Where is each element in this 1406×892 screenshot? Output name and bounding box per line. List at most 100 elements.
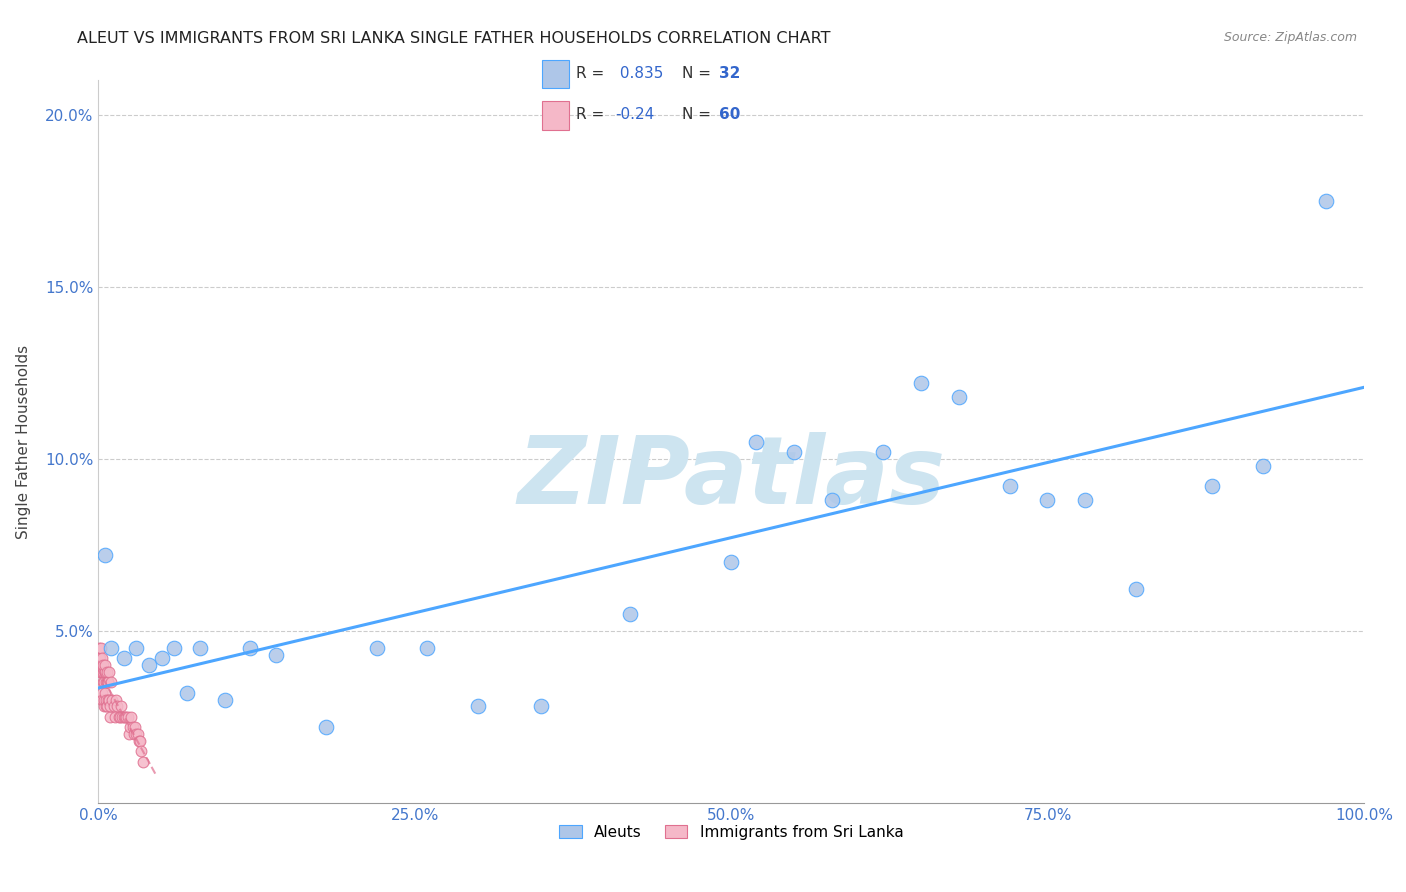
Point <box>315 720 337 734</box>
Point <box>416 640 439 655</box>
Point <box>97 692 120 706</box>
Point <box>96 699 118 714</box>
Point <box>745 434 768 449</box>
Text: R =: R = <box>576 107 609 122</box>
Text: Source: ZipAtlas.com: Source: ZipAtlas.com <box>1223 31 1357 45</box>
Point <box>90 686 112 700</box>
Point <box>214 692 236 706</box>
Point <box>998 479 1021 493</box>
Point <box>104 710 127 724</box>
Point <box>91 675 114 690</box>
Point <box>96 692 118 706</box>
Point <box>115 710 138 724</box>
Point <box>1036 493 1059 508</box>
Point <box>89 640 111 655</box>
Point <box>94 675 117 690</box>
Point <box>93 692 115 706</box>
Point <box>89 651 111 665</box>
Point <box>90 665 112 679</box>
Y-axis label: Single Father Households: Single Father Households <box>17 344 31 539</box>
Point <box>100 699 122 714</box>
Point <box>530 699 553 714</box>
Point <box>91 665 114 679</box>
Point <box>110 699 132 714</box>
Text: 32: 32 <box>718 66 740 80</box>
Point <box>96 665 118 679</box>
Text: 0.835: 0.835 <box>616 66 664 80</box>
Point <box>105 692 128 706</box>
Text: 60: 60 <box>718 107 740 122</box>
Point <box>93 548 117 562</box>
Point <box>87 651 110 665</box>
Point <box>138 658 160 673</box>
Point <box>1251 458 1274 473</box>
Point <box>124 720 146 734</box>
Point <box>720 555 742 569</box>
Point <box>103 699 125 714</box>
Point <box>93 665 117 679</box>
Point <box>93 675 115 690</box>
Text: N =: N = <box>682 107 716 122</box>
Text: -0.24: -0.24 <box>616 107 655 122</box>
Text: ALEUT VS IMMIGRANTS FROM SRI LANKA SINGLE FATHER HOUSEHOLDS CORRELATION CHART: ALEUT VS IMMIGRANTS FROM SRI LANKA SINGL… <box>77 31 831 46</box>
Point <box>108 710 131 724</box>
Point <box>98 692 121 706</box>
Point <box>112 710 135 724</box>
Point <box>89 665 111 679</box>
Point <box>1201 479 1223 493</box>
Point <box>97 665 120 679</box>
Point <box>125 640 148 655</box>
Point <box>188 640 211 655</box>
Point <box>117 710 139 724</box>
Point <box>89 658 111 673</box>
Point <box>872 445 894 459</box>
Point <box>101 692 124 706</box>
Point <box>97 675 120 690</box>
Point <box>96 675 118 690</box>
Point <box>91 665 114 679</box>
Point <box>128 734 150 748</box>
Point <box>111 710 134 724</box>
Point <box>163 640 186 655</box>
Point <box>176 686 198 700</box>
Point <box>93 699 115 714</box>
Point <box>93 658 115 673</box>
Point <box>100 640 122 655</box>
Point <box>910 376 932 390</box>
Text: R =: R = <box>576 66 609 80</box>
Point <box>90 640 112 655</box>
Point <box>90 658 112 673</box>
Point <box>107 710 129 724</box>
Point <box>114 710 136 724</box>
Point <box>821 493 844 508</box>
Point <box>91 692 114 706</box>
Point <box>122 727 145 741</box>
Point <box>783 445 806 459</box>
Point <box>98 710 121 724</box>
Point <box>1125 582 1147 597</box>
Point <box>91 651 114 665</box>
Text: ZIPatlas: ZIPatlas <box>517 432 945 524</box>
Point <box>131 744 153 758</box>
Point <box>107 699 129 714</box>
Point <box>467 699 489 714</box>
Point <box>94 686 117 700</box>
Point <box>264 648 287 662</box>
Text: N =: N = <box>682 66 716 80</box>
Point <box>239 640 262 655</box>
Point <box>948 390 970 404</box>
Point <box>1074 493 1097 508</box>
Point <box>1315 194 1337 208</box>
Point <box>129 734 152 748</box>
FancyBboxPatch shape <box>541 60 568 88</box>
Point <box>127 727 149 741</box>
Point <box>121 720 143 734</box>
Point <box>132 755 155 769</box>
Point <box>366 640 388 655</box>
Point <box>96 675 118 690</box>
Point <box>120 720 141 734</box>
Point <box>125 727 148 741</box>
Legend: Aleuts, Immigrants from Sri Lanka: Aleuts, Immigrants from Sri Lanka <box>553 819 910 846</box>
Point <box>94 699 117 714</box>
Point <box>150 651 173 665</box>
